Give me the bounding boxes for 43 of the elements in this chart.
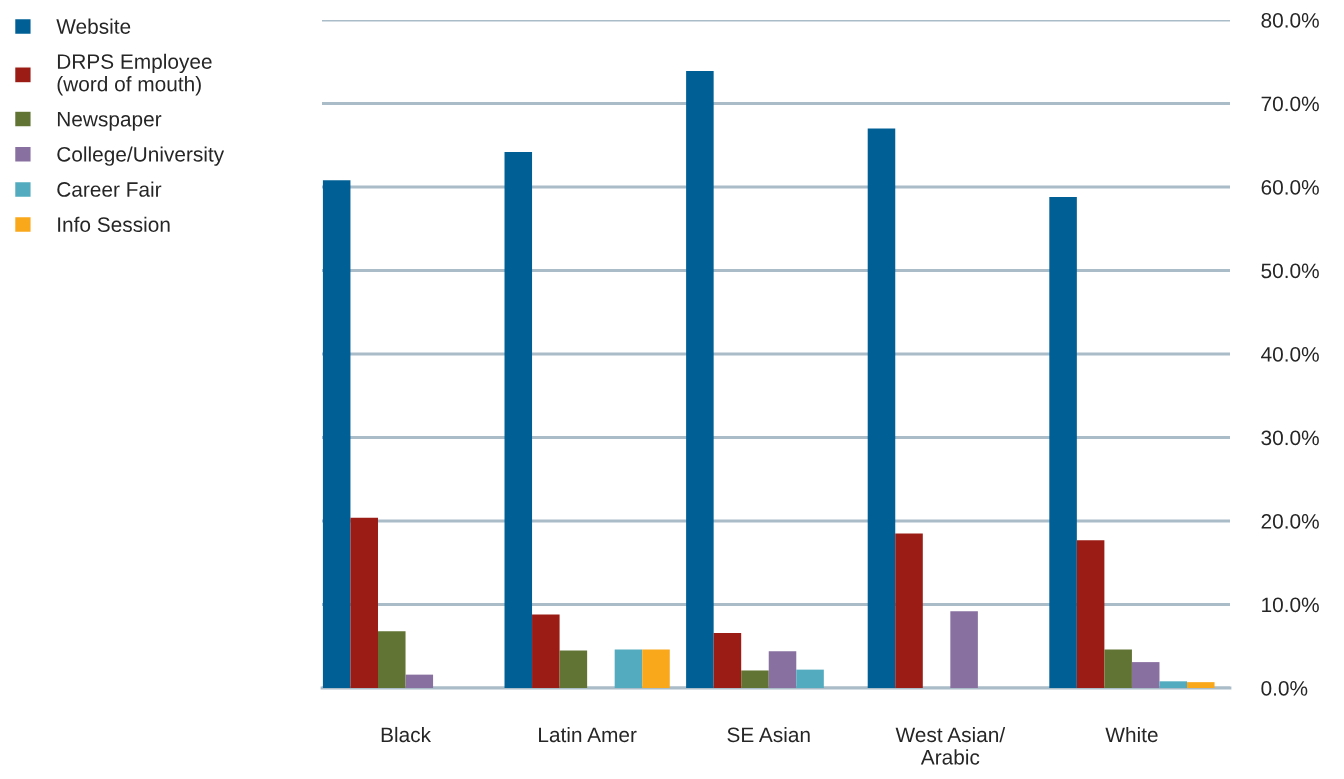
bar [1187,682,1215,688]
bar [796,669,824,688]
bar [559,650,588,688]
bar [741,670,769,688]
y-tick-label: 20.0% [1261,514,1319,529]
bar [377,631,406,688]
x-tick-label: Black [381,726,432,743]
legend-label: Newspaper [57,112,162,131]
legend-label: Career Fair [57,181,162,197]
bar [1104,649,1132,688]
x-tick-label: West Asian/ Arabic [895,726,1006,765]
bar [867,128,896,688]
legend-label: Info Session [58,216,170,232]
bar [614,649,643,688]
bar [1159,681,1188,688]
bar [895,533,923,688]
bar [1131,662,1160,688]
bar [322,180,351,688]
legend-label: College/University [57,146,225,166]
bar [950,611,978,688]
y-tick-label: 70.0% [1261,96,1319,112]
bar [532,614,560,688]
bar [1076,540,1105,688]
bar [350,517,378,688]
y-tick-label: 10.0% [1262,597,1319,613]
legend-label: Website [56,18,131,34]
bar [405,674,434,688]
bar [686,70,714,688]
y-tick-label: 50.0% [1261,263,1319,279]
y-tick-label: 60.0% [1261,180,1319,195]
legend-label: DRPS Employee (word of mouth) [57,53,212,96]
x-tick-label: Latin Amer [539,726,637,743]
bar [1049,197,1077,688]
bar [768,651,797,688]
y-tick-label: 80.0% [1261,13,1319,28]
x-tick-label: White [1105,726,1158,743]
bar [642,649,670,688]
y-tick-label: 30.0% [1261,430,1319,446]
x-tick-label: SE Asian [727,726,810,743]
bar [504,151,533,688]
y-tick-label: 40.0% [1261,347,1319,362]
y-tick-label: 0.0% [1261,681,1308,696]
bar [713,632,742,688]
